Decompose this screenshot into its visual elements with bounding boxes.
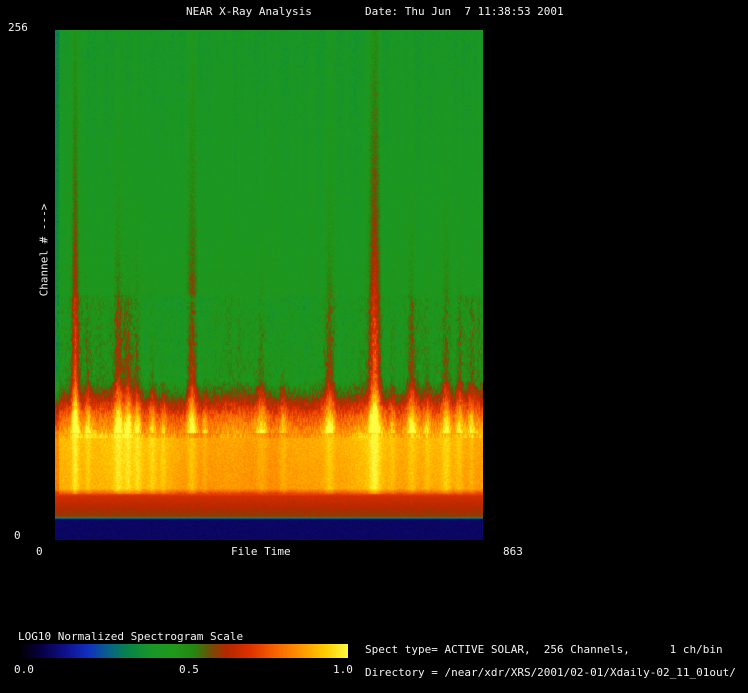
colorbar-tick-mid: 0.5 [179, 663, 199, 676]
y-axis-min-label: 0 [14, 529, 21, 542]
spect-type-info: Spect type= ACTIVE SOLAR, 256 Channels, … [365, 643, 723, 656]
y-axis-max-label: 256 [8, 21, 28, 34]
x-axis-label: File Time [231, 545, 291, 558]
x-axis-max-label: 863 [503, 545, 523, 558]
plot-title: NEAR X-Ray Analysis [186, 5, 312, 18]
colorbar-tick-max: 1.0 [333, 663, 353, 676]
y-axis-label: Channel # ---> [37, 203, 51, 297]
colorbar-tick-min: 0.0 [14, 663, 34, 676]
x-axis-min-label: 0 [36, 545, 43, 558]
colorbar-gradient [18, 644, 348, 658]
spectrogram-image [55, 30, 483, 540]
directory-info: Directory = /near/xdr/XRS/2001/02-01/Xda… [365, 666, 736, 679]
plot-date: Date: Thu Jun 7 11:38:53 2001 [365, 5, 564, 18]
colorbar-title: LOG10 Normalized Spectrogram Scale [18, 630, 244, 643]
